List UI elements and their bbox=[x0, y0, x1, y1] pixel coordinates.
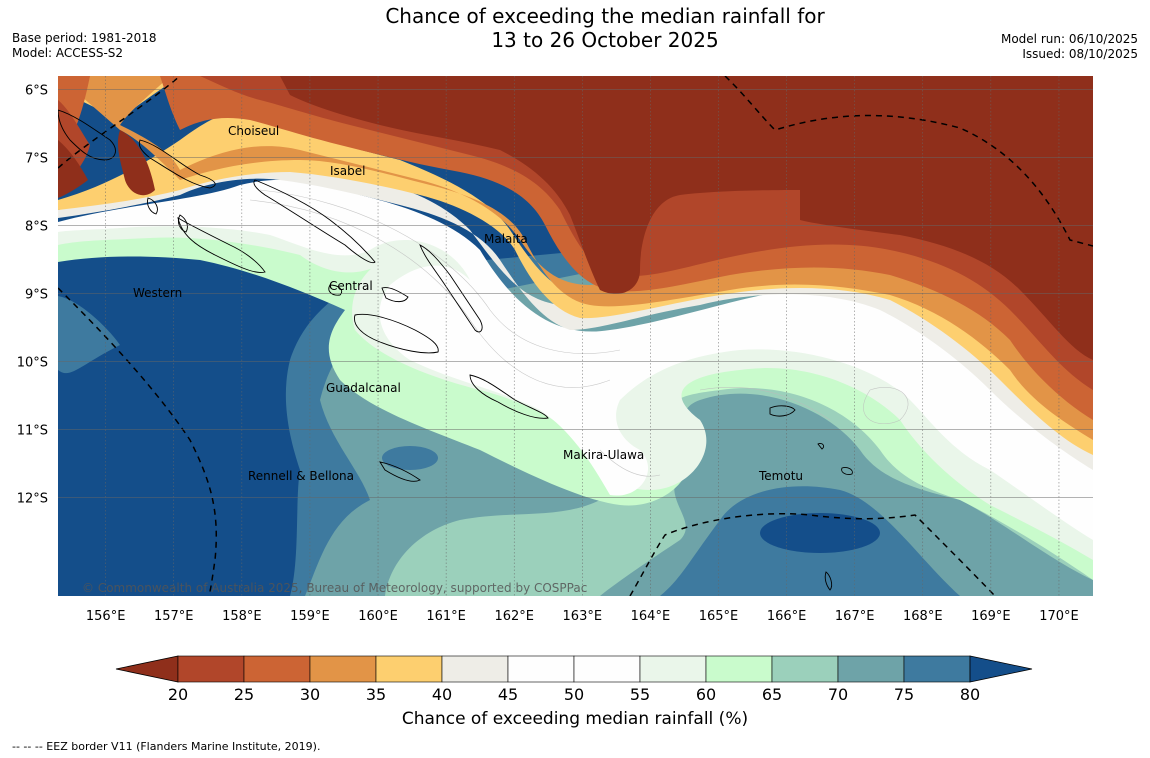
colorbar-segment bbox=[243, 655, 311, 683]
colorbar-ticks: 20 25 30 35 40 45 50 55 60 65 70 75 80 bbox=[168, 685, 980, 704]
colorbar-tick-label: 75 bbox=[894, 685, 914, 704]
lat-tick-label: 10°S bbox=[17, 355, 48, 370]
colorbar-label: Chance of exceeding median rainfall (%) bbox=[401, 709, 749, 729]
colorbar-segment bbox=[573, 655, 641, 683]
label-rennell-bellona: Rennell & Bellona bbox=[248, 469, 354, 483]
lon-tick-label: 164°E bbox=[631, 609, 671, 624]
lon-tick-label: 160°E bbox=[358, 609, 398, 624]
issued-date: Issued: 08/10/2025 bbox=[1022, 47, 1138, 61]
axis-labels: 6°S 7°S 8°S 9°S 10°S 11°S 12°S 156°E 157°E 158°E… bbox=[17, 84, 1079, 624]
colorbar-extend-low bbox=[115, 655, 179, 683]
colorbar-segment bbox=[309, 655, 377, 683]
lon-tick-label: 161°E bbox=[426, 609, 466, 624]
lon-tick-label: 170°E bbox=[1039, 609, 1079, 624]
eez-note: -- -- -- EEZ border V11 (Flanders Marine… bbox=[12, 740, 321, 753]
map-title: Chance of exceeding the median rainfall … bbox=[300, 4, 910, 52]
lon-tick-label: 158°E bbox=[222, 609, 262, 624]
colorbar-tick-label: 20 bbox=[168, 685, 188, 704]
lat-tick-label: 12°S bbox=[17, 491, 48, 506]
colorbar-segment bbox=[441, 655, 509, 683]
colorbar-tick-label: 65 bbox=[762, 685, 782, 704]
label-temotu: Temotu bbox=[758, 469, 803, 483]
colorbar-segment bbox=[837, 655, 905, 683]
colorbar-segment bbox=[507, 655, 575, 683]
colorbar-tick-label: 45 bbox=[498, 685, 518, 704]
label-central: Central bbox=[329, 279, 373, 293]
colorbar-segment bbox=[375, 655, 443, 683]
label-guadalcanal: Guadalcanal bbox=[326, 381, 401, 395]
lon-tick-label: 166°E bbox=[767, 609, 807, 624]
colorbar-tick-label: 50 bbox=[564, 685, 584, 704]
lon-tick-label: 167°E bbox=[835, 609, 875, 624]
lon-tick-label: 156°E bbox=[86, 609, 126, 624]
colorbar-segment bbox=[705, 655, 773, 683]
lon-tick-label: 169°E bbox=[971, 609, 1011, 624]
lon-tick-label: 163°E bbox=[563, 609, 603, 624]
colorbar-tick-label: 60 bbox=[696, 685, 716, 704]
colorbar-segment bbox=[771, 655, 839, 683]
colorbar-extend-high bbox=[969, 655, 1033, 683]
label-choiseul: Choiseul bbox=[228, 124, 279, 138]
province-labels: Choiseul Isabel Malaita Central Western … bbox=[133, 124, 803, 483]
colorbar-segment bbox=[903, 655, 971, 683]
colorbar-tick-label: 55 bbox=[630, 685, 650, 704]
label-malaita: Malaita bbox=[484, 232, 528, 246]
rainfall-probability-map bbox=[58, 76, 1093, 596]
colorbar-segment bbox=[177, 655, 245, 683]
model-run: Model run: 06/10/2025 bbox=[1000, 32, 1138, 46]
lat-tick-label: 8°S bbox=[25, 220, 48, 235]
colorbar-tick-label: 40 bbox=[432, 685, 452, 704]
lat-tick-label: 6°S bbox=[25, 84, 48, 99]
grid-lines bbox=[58, 76, 1093, 596]
lat-tick-label: 9°S bbox=[25, 288, 48, 303]
label-western: Western bbox=[133, 286, 182, 300]
colorbar-tick-label: 30 bbox=[300, 685, 320, 704]
lat-tick-label: 7°S bbox=[25, 152, 48, 167]
title-line-2: 13 to 26 October 2025 bbox=[491, 28, 719, 52]
lon-tick-label: 157°E bbox=[154, 609, 194, 624]
lon-tick-label: 168°E bbox=[903, 609, 943, 624]
lon-tick-label: 162°E bbox=[494, 609, 534, 624]
title-line-1: Chance of exceeding the median rainfall … bbox=[385, 4, 825, 28]
colorbar bbox=[115, 655, 1033, 683]
colorbar-tick-label: 70 bbox=[828, 685, 848, 704]
lon-tick-label: 159°E bbox=[290, 609, 330, 624]
colorbar-segment bbox=[639, 655, 707, 683]
lat-tick-label: 11°S bbox=[17, 423, 48, 438]
base-period: Base period: 1981-2018 bbox=[12, 31, 157, 45]
meta-right: Model run: 06/10/2025 Issued: 08/10/2025 bbox=[1001, 32, 1138, 62]
meta-left: Base period: 1981-2018 Model: ACCESS-S2 bbox=[12, 31, 157, 61]
copyright-text: © Commonwealth of Australia 2025, Bureau… bbox=[82, 581, 587, 595]
label-isabel: Isabel bbox=[330, 164, 365, 178]
colorbar-tick-label: 25 bbox=[234, 685, 254, 704]
label-makira-ulawa: Makira-Ulawa bbox=[563, 448, 644, 462]
lon-tick-label: 165°E bbox=[699, 609, 739, 624]
colorbar-tick-label: 35 bbox=[366, 685, 386, 704]
model-name: Model: ACCESS-S2 bbox=[12, 46, 124, 60]
colorbar-tick-label: 80 bbox=[960, 685, 980, 704]
